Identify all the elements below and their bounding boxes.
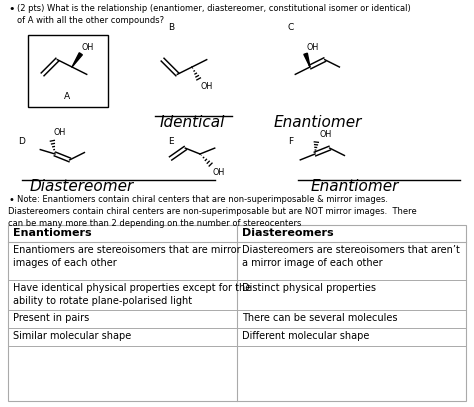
Text: Diastereomer: Diastereomer: [30, 179, 134, 194]
Text: Diastereomers contain chiral centers are non-superimposable but are NOT mirror i: Diastereomers contain chiral centers are…: [8, 207, 417, 228]
Text: B: B: [168, 23, 174, 32]
Bar: [8, 225, 466, 401]
Text: OH: OH: [307, 43, 319, 52]
Text: (2 pts) What is the relationship (enantiomer, diastereomer, constitutional isome: (2 pts) What is the relationship (enanti…: [17, 4, 411, 25]
Text: Distinct physical properties: Distinct physical properties: [242, 283, 376, 293]
Text: E: E: [168, 137, 173, 146]
Text: OH: OH: [213, 168, 225, 177]
Text: OH: OH: [82, 43, 94, 52]
Text: •: •: [8, 4, 15, 14]
Text: D: D: [18, 137, 25, 146]
Text: Enantiomer: Enantiomer: [274, 115, 362, 130]
Polygon shape: [304, 53, 310, 67]
Text: There can be several molecules: There can be several molecules: [242, 313, 398, 323]
Text: OH: OH: [53, 128, 65, 137]
Text: Different molecular shape: Different molecular shape: [242, 331, 369, 341]
Text: Have identical physical properties except for the
ability to rotate plane-polari: Have identical physical properties excep…: [13, 283, 251, 306]
Polygon shape: [72, 53, 82, 67]
Text: F: F: [288, 137, 293, 146]
Text: Enantiomers: Enantiomers: [13, 228, 91, 238]
Text: •: •: [8, 195, 14, 205]
Text: OH: OH: [201, 82, 213, 91]
Text: Present in pairs: Present in pairs: [13, 313, 89, 323]
Bar: [28, 35, 108, 107]
Text: Note: Enantiomers contain chiral centers that are non-superimposable & mirror im: Note: Enantiomers contain chiral centers…: [17, 195, 388, 204]
Text: C: C: [288, 23, 294, 32]
Text: Identical: Identical: [159, 115, 225, 130]
Text: Enantiomer: Enantiomer: [311, 179, 399, 194]
Text: Similar molecular shape: Similar molecular shape: [13, 331, 131, 341]
Text: Enantiomers are stereoisomers that are mirror
images of each other: Enantiomers are stereoisomers that are m…: [13, 245, 241, 268]
Text: OH: OH: [319, 130, 332, 139]
Text: A: A: [64, 92, 70, 101]
Text: Diastereomers: Diastereomers: [242, 228, 334, 238]
Text: Diastereomers are stereoisomers that aren’t
a mirror image of each other: Diastereomers are stereoisomers that are…: [242, 245, 460, 268]
